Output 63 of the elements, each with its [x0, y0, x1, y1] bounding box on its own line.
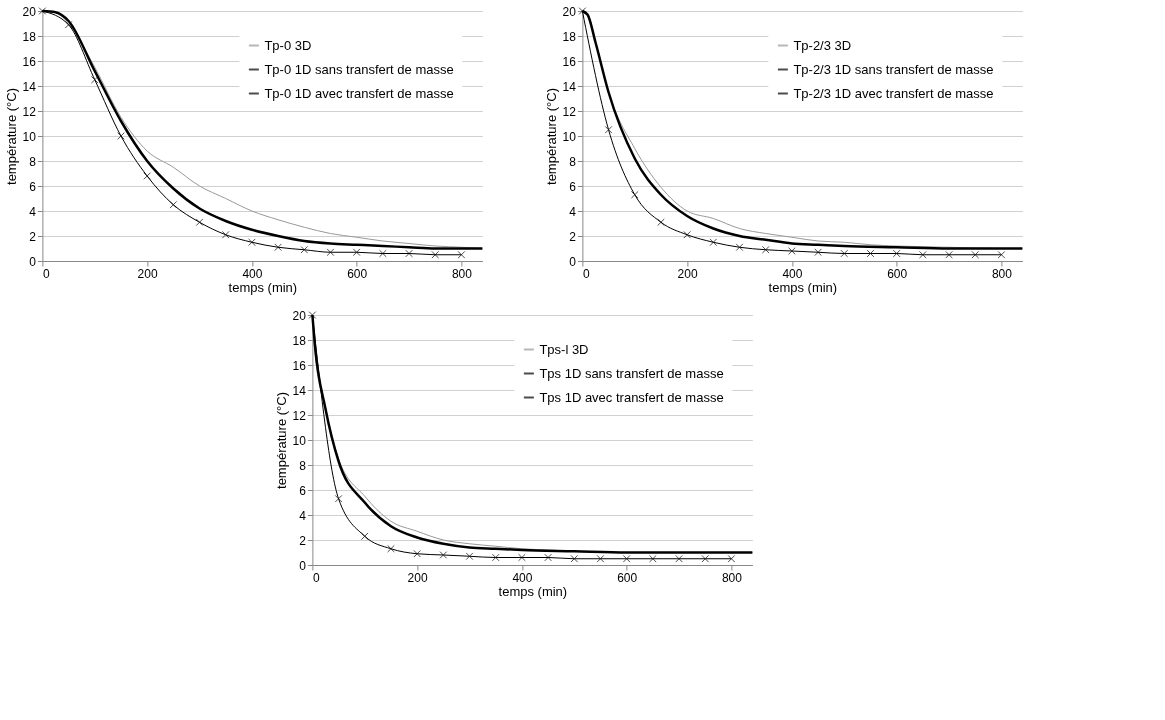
y-tick-label: 6 — [299, 483, 307, 498]
legend-label: Tps 1D avec transfert de masse — [539, 389, 724, 405]
x-tick-label: 800 — [451, 266, 473, 281]
x-tick-label: 0 — [312, 570, 320, 585]
x-tick-label: 600 — [887, 266, 908, 281]
y-tick-label: 0 — [29, 254, 37, 269]
y-tick-label: 20 — [292, 308, 307, 323]
legend-label: Tp-0 1D avec transfert de masse — [264, 85, 454, 101]
y-tick-label: 4 — [569, 204, 577, 219]
x-tick-label: 400 — [512, 570, 533, 585]
y-tick-label: 10 — [292, 433, 307, 448]
x-tick-label: 200 — [137, 266, 158, 281]
y-tick-label: 8 — [569, 154, 577, 169]
x-axis-title: temps (min) — [228, 279, 298, 295]
x-tick-label: 0 — [42, 266, 50, 281]
y-tick-label: 8 — [29, 154, 37, 169]
y-tick-label: 2 — [299, 533, 307, 548]
legend-label: Tps 1D sans transfert de masse — [539, 365, 724, 381]
y-tick-label: 18 — [22, 29, 37, 44]
y-axis-title: température (°C) — [3, 88, 19, 185]
y-tick-label: 6 — [569, 179, 577, 194]
y-tick-label: 16 — [562, 54, 577, 69]
x-tick-label: 800 — [721, 570, 743, 585]
legend-label: Tp-0 1D sans transfert de masse — [264, 61, 454, 77]
y-tick-label: 16 — [292, 358, 307, 373]
y-tick-label: 4 — [299, 508, 307, 523]
legend-label: Tp-2/3 1D sans transfert de masse — [793, 61, 994, 77]
x-tick-label: 200 — [677, 266, 698, 281]
y-tick-label: 14 — [562, 79, 577, 94]
x-tick-label: 600 — [347, 266, 368, 281]
x-tick-label: 0 — [582, 266, 590, 281]
x-axis-title: temps (min) — [498, 583, 568, 599]
y-tick-label: 4 — [29, 204, 37, 219]
y-tick-label: 10 — [22, 129, 37, 144]
x-tick-label: 200 — [407, 570, 428, 585]
y-axis-title: température (°C) — [273, 392, 289, 489]
y-tick-label: 0 — [569, 254, 577, 269]
legend-label: Tp-2/3 3D — [793, 37, 852, 53]
x-tick-label: 800 — [991, 266, 1013, 281]
legend-label: Tp-2/3 1D avec transfert de masse — [793, 85, 994, 101]
legend-label: Tps-l 3D — [539, 341, 589, 357]
y-tick-label: 18 — [562, 29, 577, 44]
y-tick-label: 16 — [22, 54, 37, 69]
y-tick-label: 14 — [292, 383, 307, 398]
y-tick-label: 2 — [569, 229, 577, 244]
x-tick-label: 400 — [242, 266, 263, 281]
y-tick-label: 12 — [22, 104, 37, 119]
y-tick-label: 10 — [562, 129, 577, 144]
x-tick-label: 600 — [617, 570, 638, 585]
y-tick-label: 6 — [29, 179, 37, 194]
y-tick-label: 20 — [562, 4, 577, 19]
y-tick-label: 18 — [292, 333, 307, 348]
y-axis-title: température (°C) — [543, 88, 559, 185]
y-tick-label: 12 — [562, 104, 577, 119]
y-tick-label: 12 — [292, 408, 307, 423]
y-tick-label: 8 — [299, 458, 307, 473]
y-tick-label: 14 — [22, 79, 37, 94]
legend-label: Tp-0 3D — [264, 37, 312, 53]
x-axis-title: temps (min) — [768, 279, 838, 295]
y-tick-label: 0 — [299, 558, 307, 573]
x-tick-label: 400 — [782, 266, 803, 281]
y-tick-label: 20 — [22, 4, 37, 19]
y-tick-label: 2 — [29, 229, 37, 244]
